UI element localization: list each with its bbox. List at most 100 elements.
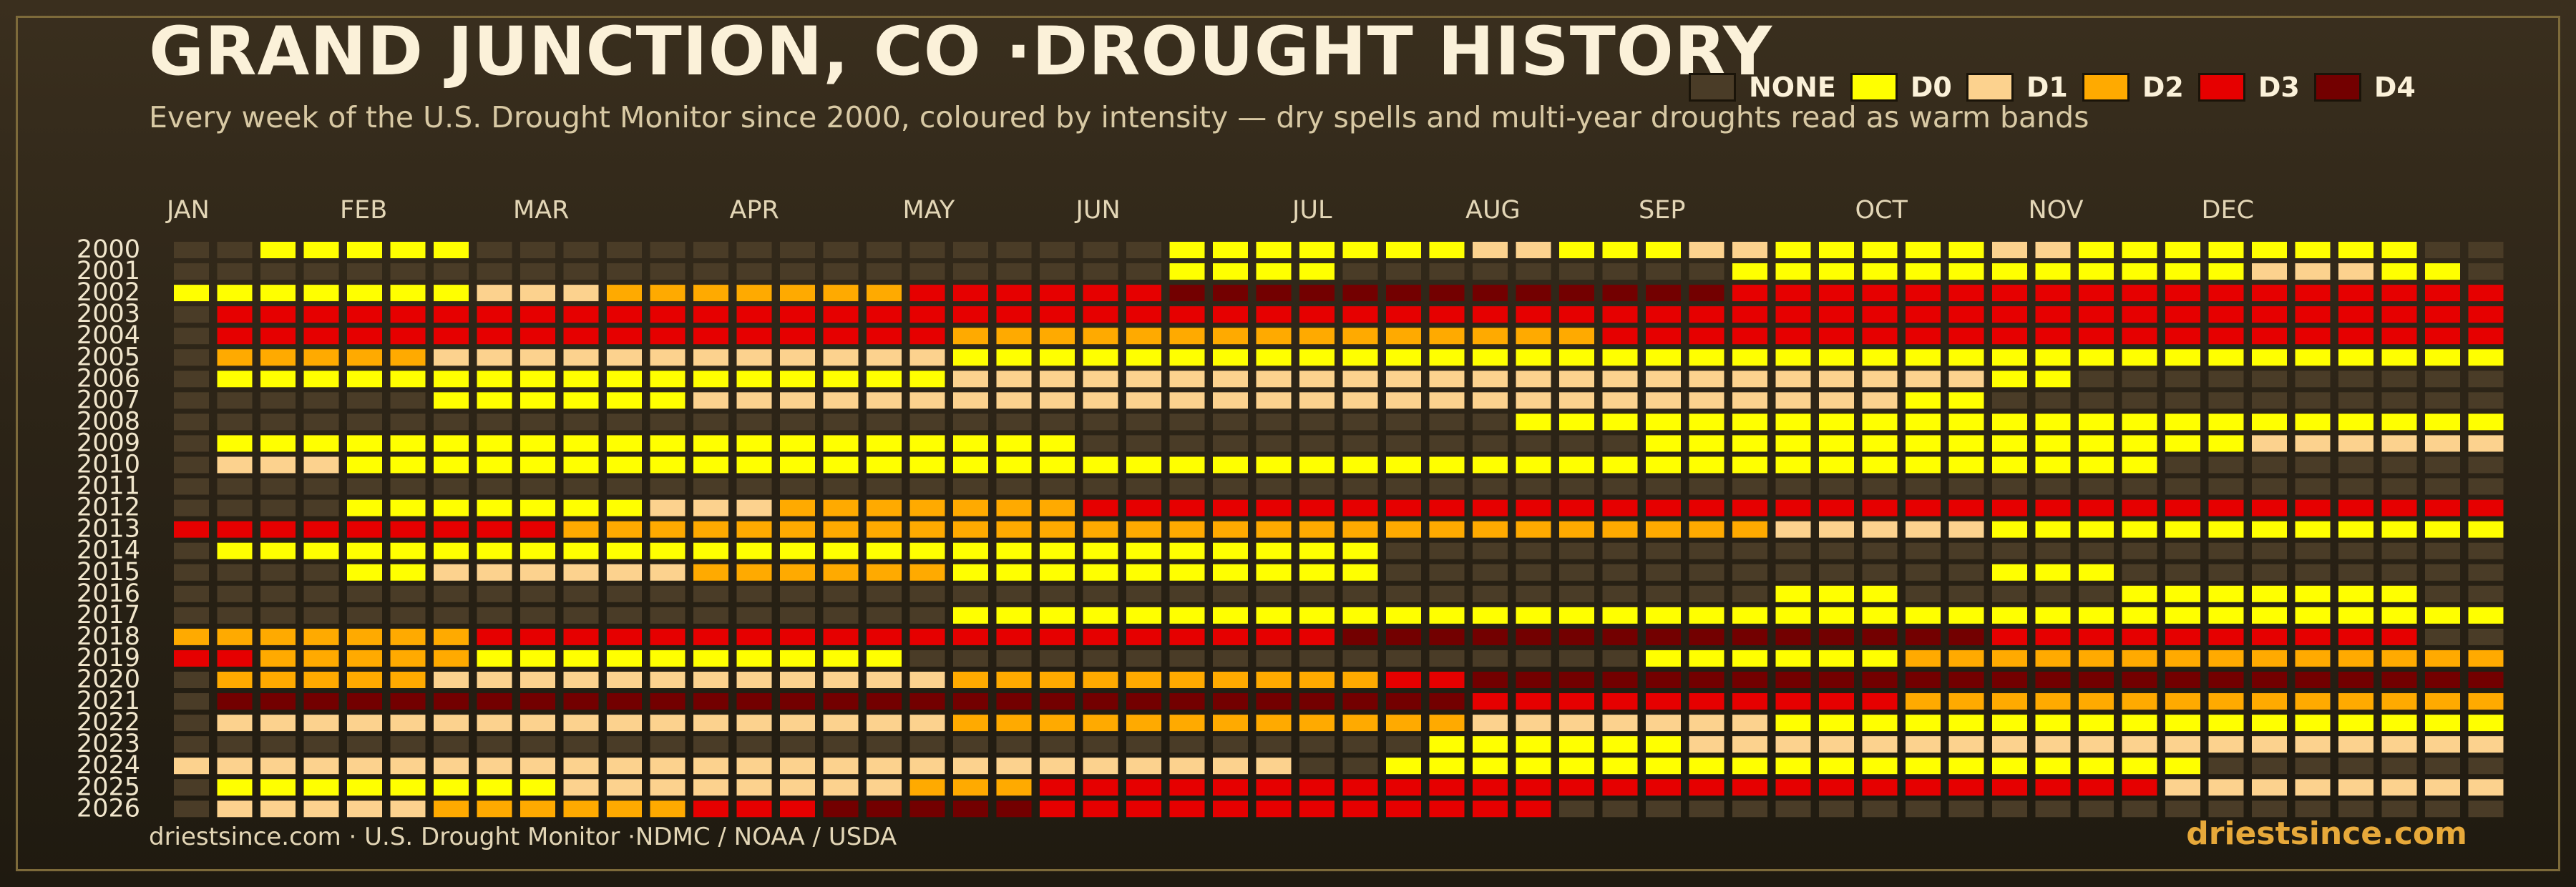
week-cell [303, 413, 339, 431]
week-cell [2425, 715, 2460, 732]
week-cell [1169, 542, 1205, 559]
week-cell [1646, 392, 1681, 409]
week-cell [174, 478, 209, 495]
week-cell [953, 607, 988, 624]
week-cell [1342, 392, 1378, 409]
week-cell [1299, 758, 1335, 775]
week-cell [1602, 715, 1638, 732]
month-label: DEC [2202, 196, 2255, 225]
week-cell [2208, 779, 2244, 796]
week-cell [2035, 349, 2071, 366]
week-cell [1299, 672, 1335, 688]
brand-link[interactable]: driestsince.com [2186, 815, 2467, 852]
week-cell [1040, 499, 1075, 516]
week-cell [1126, 715, 1161, 732]
week-cell [2252, 478, 2287, 495]
week-cell [1862, 306, 1898, 323]
week-cell [2338, 779, 2373, 796]
week-cell [1819, 263, 1854, 280]
week-cell [780, 628, 815, 645]
week-cell [174, 564, 209, 581]
week-cell [2425, 242, 2460, 258]
week-cell [2122, 542, 2157, 559]
week-cell [1040, 585, 1075, 602]
week-cell [2165, 650, 2200, 667]
week-cell [303, 585, 339, 602]
week-cell [1299, 413, 1335, 431]
week-cell [2381, 779, 2417, 796]
week-cell [953, 521, 988, 538]
week-cell [2208, 715, 2244, 732]
week-cell [260, 478, 296, 495]
week-cell [520, 650, 555, 667]
week-cell [260, 607, 296, 624]
month-label: JAN [165, 196, 210, 225]
week-cell [1906, 521, 1941, 538]
week-cell [347, 242, 382, 258]
week-cell [1732, 715, 1767, 732]
week-cell [1342, 800, 1378, 818]
week-cell [2295, 285, 2331, 302]
week-cell [2035, 564, 2071, 581]
week-cell [650, 628, 686, 645]
week-cell [434, 628, 469, 645]
week-cell [823, 779, 859, 796]
week-cell [1299, 779, 1335, 796]
week-cell [1516, 263, 1551, 280]
week-cell [2079, 413, 2114, 431]
week-cell [2425, 263, 2460, 280]
week-cell [1732, 371, 1767, 388]
week-cell [1126, 650, 1161, 667]
week-cell [347, 736, 382, 753]
week-cell [434, 607, 469, 624]
week-cell [217, 478, 253, 495]
week-cell [347, 672, 382, 688]
week-cell [1819, 650, 1854, 667]
week-cell [953, 585, 988, 602]
week-cell [1126, 263, 1161, 280]
week-cell [1559, 672, 1594, 688]
week-cell [1906, 371, 1941, 388]
week-cell [1602, 585, 1638, 602]
week-cell [1516, 456, 1551, 474]
week-cell [434, 758, 469, 775]
week-cell [1473, 349, 1508, 366]
week-cell [736, 456, 772, 474]
week-cell [1256, 306, 1292, 323]
week-cell [909, 758, 945, 775]
week-cell [1040, 435, 1075, 452]
week-cell [2468, 585, 2504, 602]
week-cell [563, 413, 599, 431]
week-cell [1516, 585, 1551, 602]
week-cell [174, 607, 209, 624]
week-cell [303, 371, 339, 388]
week-cell [1213, 542, 1248, 559]
week-cell [736, 736, 772, 753]
week-cell [607, 499, 642, 516]
year-label: 2018 [77, 622, 140, 651]
week-cell [1040, 607, 1075, 624]
week-cell [1429, 650, 1465, 667]
week-cell [1602, 435, 1638, 452]
week-cell [736, 306, 772, 323]
week-cell [1862, 413, 1898, 431]
week-cell [347, 392, 382, 409]
week-cell [2338, 585, 2373, 602]
week-cell [520, 736, 555, 753]
week-cell [217, 564, 253, 581]
week-cell [390, 693, 426, 710]
week-cell [1992, 542, 2027, 559]
week-cell [1213, 672, 1248, 688]
chart-frame [16, 16, 2560, 871]
week-cell [1689, 349, 1724, 366]
week-cell [1213, 693, 1248, 710]
week-cell [2338, 478, 2373, 495]
week-cell [2295, 306, 2331, 323]
month-label: MAY [903, 196, 955, 225]
week-cell [2468, 736, 2504, 753]
week-cell [2381, 585, 2417, 602]
week-cell [2295, 499, 2331, 516]
week-cell [693, 607, 728, 624]
week-cell [2381, 456, 2417, 474]
week-cell [390, 435, 426, 452]
